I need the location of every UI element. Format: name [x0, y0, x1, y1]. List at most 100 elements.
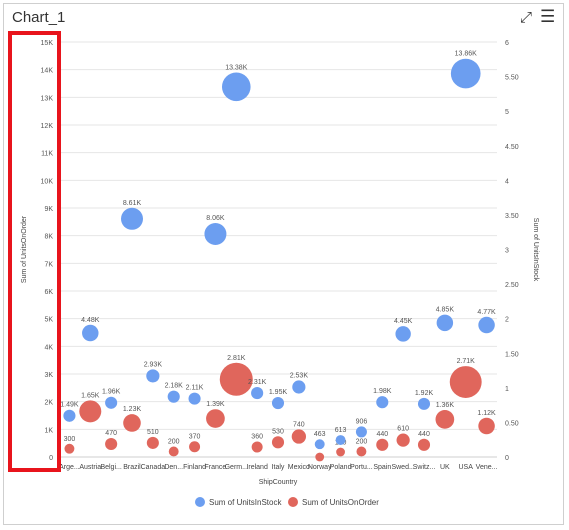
bubble-units-in-stock [314, 439, 325, 450]
data-label: 8.06K [206, 215, 225, 222]
data-label: 1.39K [206, 401, 225, 408]
bubble-units-in-stock [146, 369, 160, 383]
bubble-units-in-stock [188, 392, 201, 405]
data-label: 2.18K [165, 383, 184, 390]
bubble-units-in-stock [63, 409, 76, 422]
data-label: 2.71K [457, 358, 476, 365]
data-label: 1.96K [102, 389, 121, 396]
bubble-units-in-stock [292, 380, 306, 394]
y-tick-label: 12K [41, 123, 54, 130]
bubble-units-on-order [206, 409, 225, 428]
expand-icon[interactable]: ⤢ [520, 8, 533, 26]
y-tick-label: 14K [41, 68, 54, 75]
y-tick-label: 4K [44, 344, 53, 351]
bubble-units-on-order [478, 417, 495, 435]
data-label: 740 [293, 421, 305, 428]
x-tick-label: Italy [272, 464, 285, 471]
x-axis-title: ShipCountry [259, 479, 298, 486]
x-tick-label: Spain [373, 464, 391, 471]
y2-tick-label: 4.50 [505, 144, 519, 151]
bubble-units-on-order [146, 436, 159, 449]
y-tick-label: 7K [44, 261, 53, 268]
data-label: 2.31K [248, 379, 267, 386]
y-tick-label: 5K [44, 317, 53, 324]
data-label: 1.98K [373, 388, 392, 395]
data-label: 610 [397, 426, 409, 433]
legend-marker-units-on-order [288, 497, 298, 507]
bubble-units-on-order [219, 362, 253, 396]
bubble-units-on-order [105, 437, 118, 451]
data-label: 906 [356, 418, 368, 425]
y2-tick-label: 2 [505, 317, 509, 324]
data-label: 1.12K [477, 410, 496, 417]
y2-tick-label: 1.50 [505, 351, 519, 358]
data-label: 1.36K [436, 402, 455, 409]
data-label: 13.86K [455, 51, 478, 58]
bubble-units-in-stock [417, 397, 431, 410]
data-label: 2.81K [227, 355, 246, 362]
x-tick-label: Mexico [288, 464, 310, 471]
y2-tick-label: 6 [505, 40, 509, 47]
bubble-units-in-stock [335, 435, 346, 445]
bubble-units-in-stock [204, 223, 227, 246]
y-tick-label: 11K [41, 151, 53, 158]
bubble-units-in-stock [376, 396, 389, 409]
data-label: 1.95K [269, 389, 288, 396]
x-tick-label: Brazil [123, 464, 141, 471]
data-label: 2.11K [186, 385, 204, 392]
y2-tick-label: 3.50 [505, 213, 519, 220]
data-label: 1.65K [81, 392, 100, 399]
bubble-units-on-order [251, 441, 263, 453]
bubble-units-on-order [123, 414, 141, 432]
bubble-units-in-stock [105, 396, 118, 409]
y-tick-label: 0 [49, 455, 53, 462]
bubble-units-on-order [435, 410, 455, 429]
hamburger-menu-icon[interactable]: ☰ [540, 7, 556, 27]
y2-tick-label: 3 [505, 248, 509, 255]
data-label: 1.49K [60, 402, 79, 409]
bubble-units-in-stock [436, 314, 454, 332]
x-tick-label: Arge... [59, 464, 80, 471]
data-label: 4.85K [436, 307, 455, 314]
data-label: 200 [168, 439, 180, 446]
bubble-units-on-order [291, 429, 307, 444]
bubble-units-in-stock [167, 390, 180, 403]
bubble-units-on-order [64, 443, 75, 454]
y-tick-label: 6K [44, 289, 53, 296]
y2-tick-label: 0.50 [505, 420, 519, 427]
x-tick-label: Norway [308, 464, 332, 471]
y-tick-label: 15K [41, 40, 54, 47]
data-label: 8.61K [123, 200, 142, 207]
x-tick-label: Poland [330, 464, 352, 471]
y2-tick-label: 4 [505, 178, 509, 185]
bubble-units-on-order [168, 446, 179, 457]
bubble-units-on-order [376, 438, 389, 451]
data-label: 360 [251, 434, 263, 441]
x-tick-label: Canada [141, 464, 166, 471]
y-tick-label: 8K [44, 234, 53, 241]
data-label: 440 [418, 431, 430, 438]
legend-label: Sum of UnitsInStock [209, 498, 282, 507]
data-label: 613 [335, 427, 347, 434]
bubble-units-on-order [336, 447, 345, 457]
data-label: 463 [314, 431, 326, 438]
data-label: 1.92K [415, 390, 434, 397]
y-tick-label: 10K [41, 178, 54, 185]
bubble-units-in-stock [82, 324, 99, 342]
x-tick-label: Vene... [476, 464, 498, 471]
y2-tick-label: 0 [505, 455, 509, 462]
bubble-units-on-order [356, 446, 367, 457]
legend-marker-units-in-stock [195, 497, 205, 507]
chart-widget: Chart_1 ⤢ ☰ [3, 3, 564, 525]
bubble-units-on-order [417, 438, 431, 451]
bubble-units-on-order [315, 452, 325, 462]
bubble-units-in-stock [221, 72, 251, 102]
bubble-units-in-stock [121, 207, 143, 230]
bubble-units-in-stock [450, 58, 481, 89]
chart-title: Chart_1 [12, 9, 66, 26]
bubble-units-on-order [396, 433, 410, 447]
bubble-units-in-stock [271, 397, 285, 410]
x-tick-label: Finland [183, 464, 206, 471]
y-tick-label: 1K [44, 427, 53, 434]
